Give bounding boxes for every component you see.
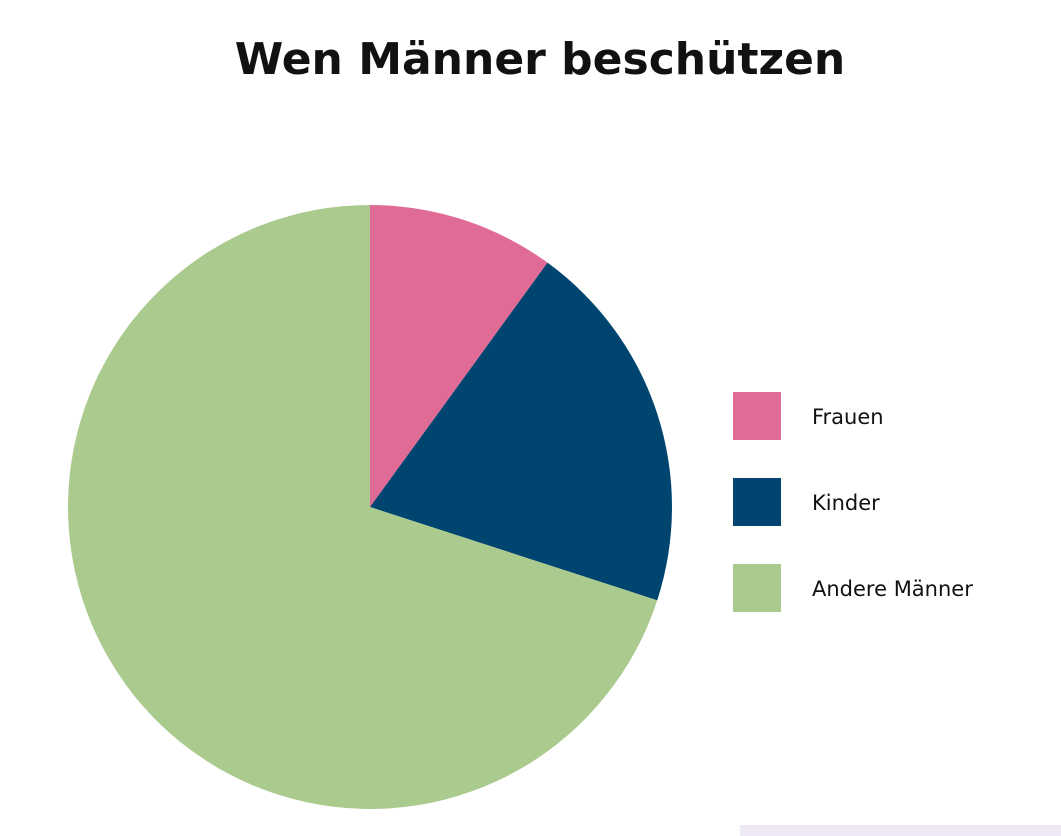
legend-label: Kinder bbox=[812, 491, 880, 515]
legend-swatch bbox=[733, 392, 781, 440]
decor-panel bbox=[740, 825, 1061, 836]
legend-swatch bbox=[733, 564, 781, 612]
pie-slice bbox=[67, 205, 658, 809]
pie-slice bbox=[370, 205, 548, 507]
legend-label: Andere Männer bbox=[812, 577, 973, 601]
legend-label: Frauen bbox=[812, 405, 884, 429]
chart-title: Wen Männer beschützen bbox=[235, 34, 846, 85]
pie-slice bbox=[370, 262, 672, 601]
legend-swatch bbox=[733, 478, 781, 526]
